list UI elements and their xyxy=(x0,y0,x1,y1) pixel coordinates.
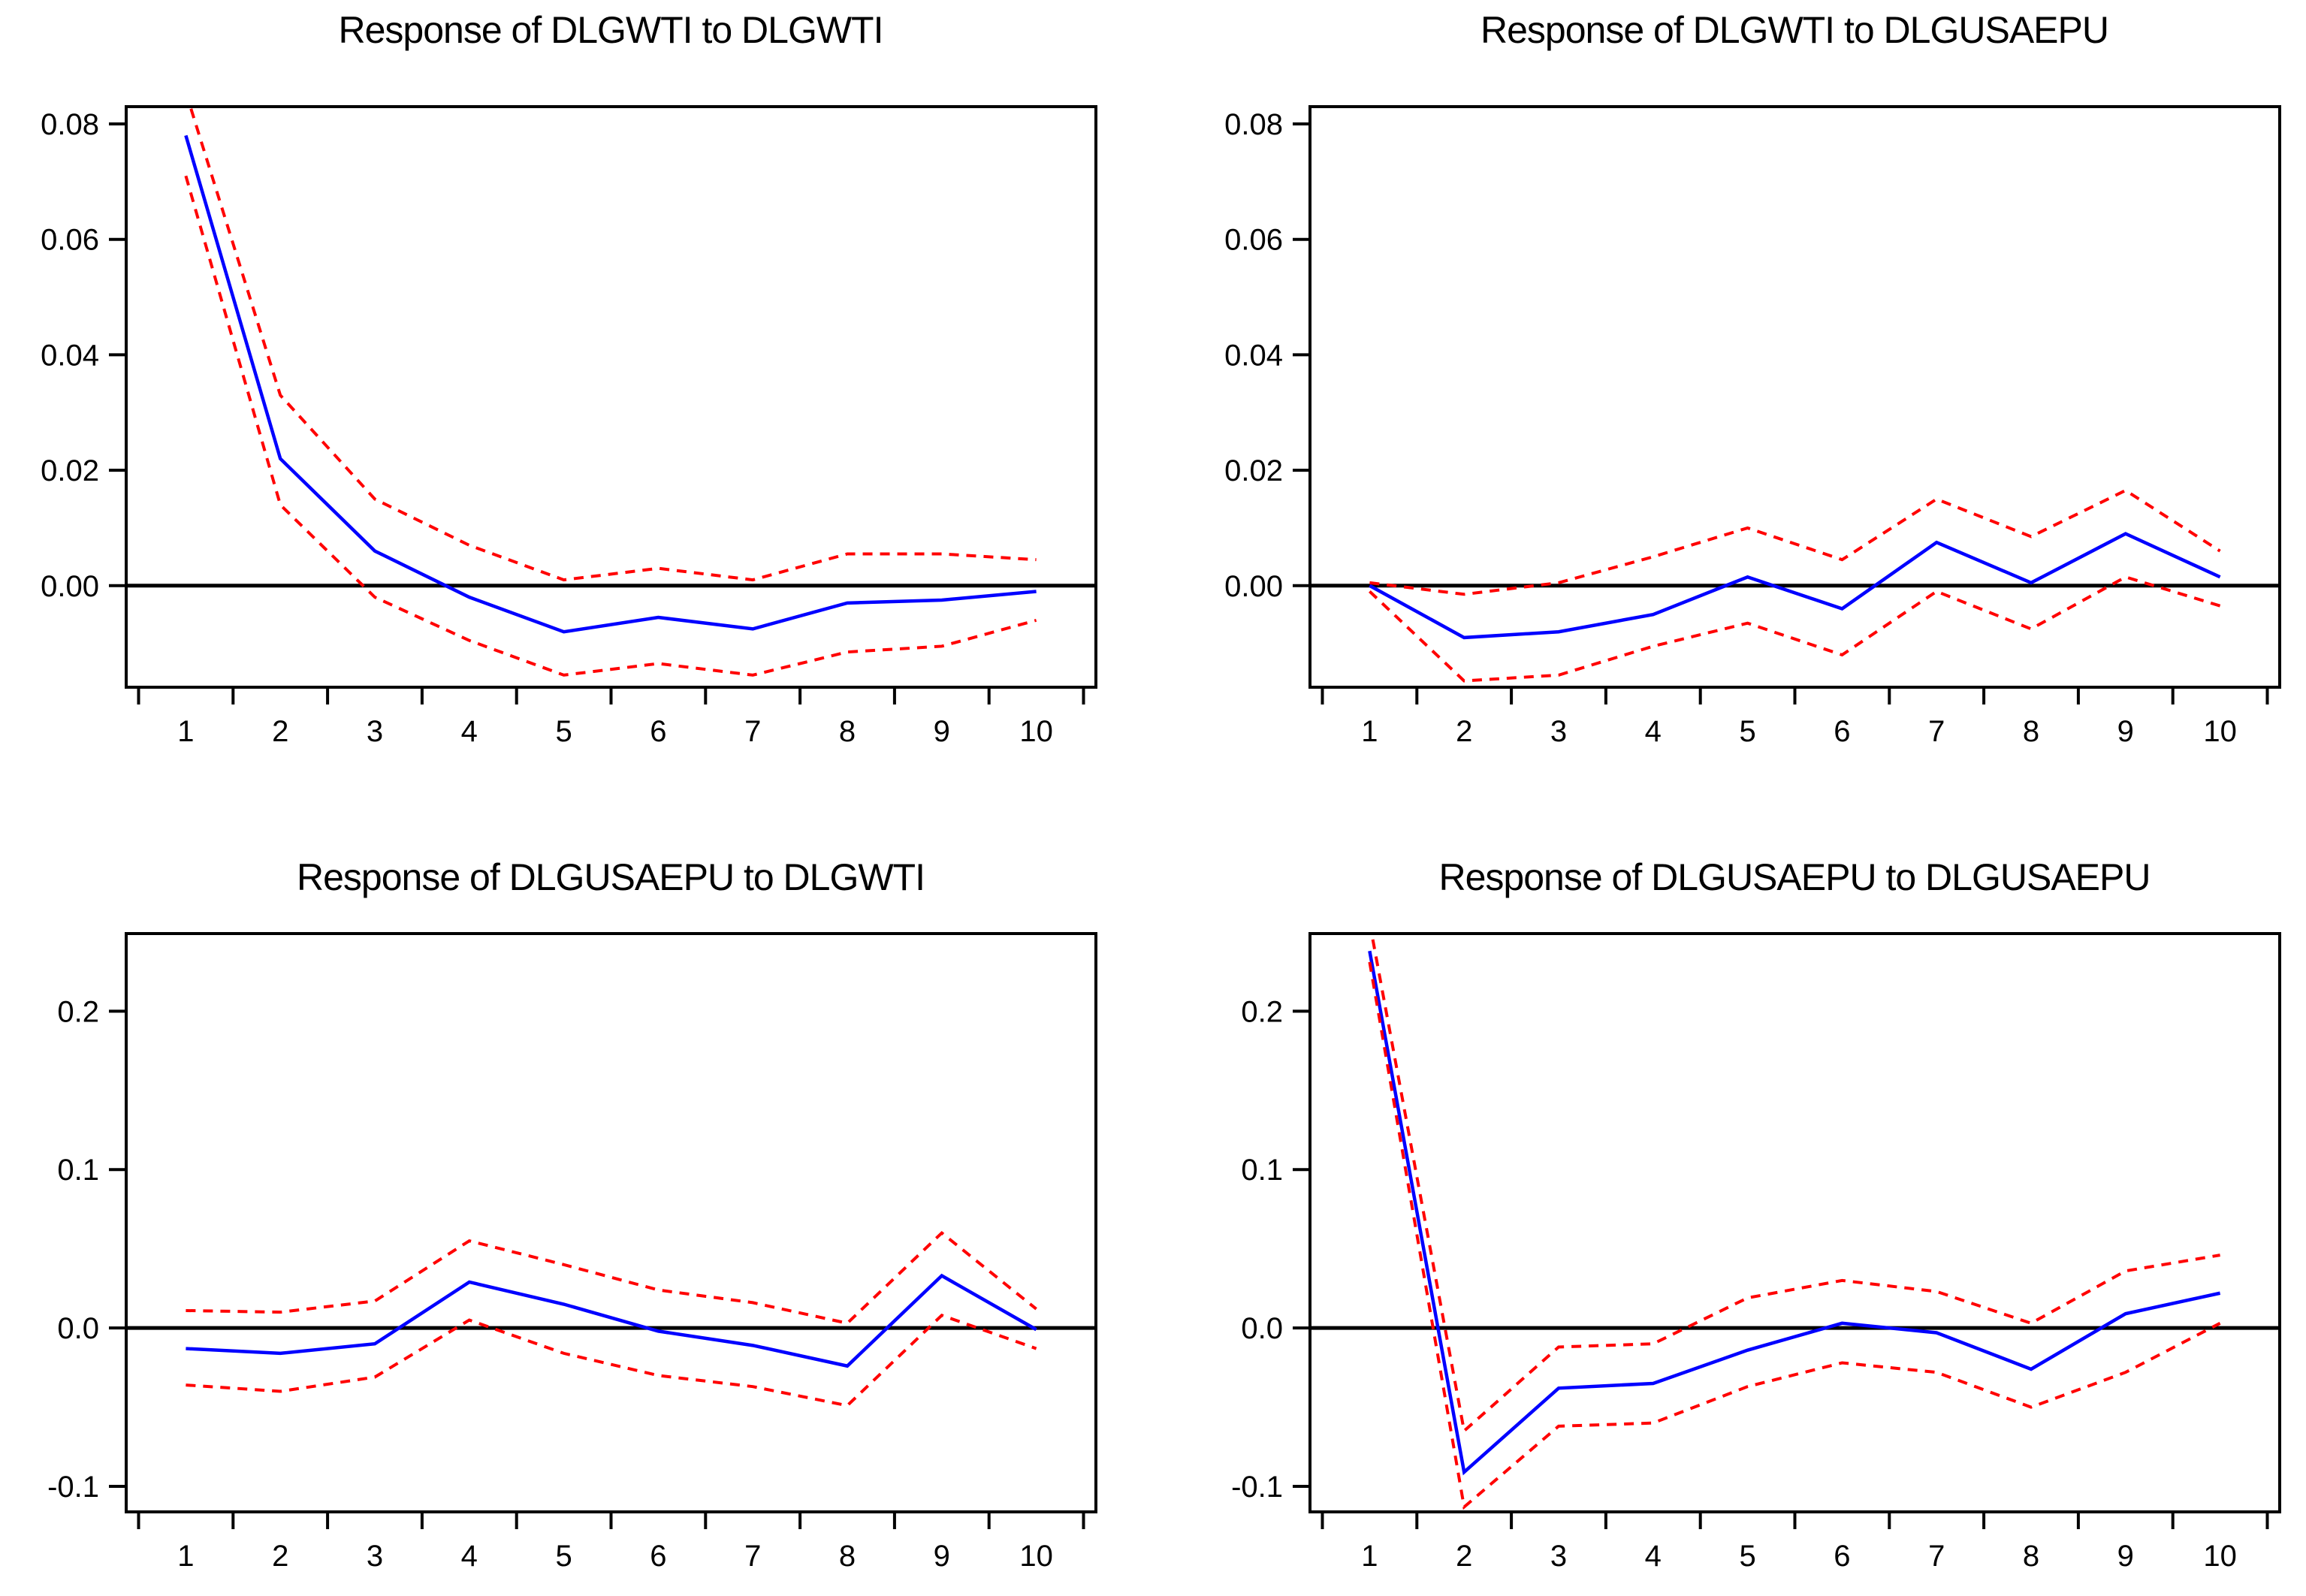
plot-border xyxy=(1308,105,2281,689)
x-tick-label: 3 xyxy=(1550,1540,1567,1573)
panel-title-response-dlgwti-to-dlgwti: Response of DLGWTI to DLGWTI xyxy=(338,9,884,51)
y-tick-label: 0.00 xyxy=(1224,570,1283,603)
x-tick-label: 4 xyxy=(461,1540,478,1573)
lower-band-line xyxy=(186,1313,1037,1407)
y-tick-label: -0.1 xyxy=(47,1471,99,1504)
response-line xyxy=(184,134,1037,634)
x-tick-label: 6 xyxy=(1834,715,1850,748)
y-tick-label: 0.02 xyxy=(1224,454,1283,487)
x-tick-label: 7 xyxy=(744,715,761,748)
x-tick-label: 10 xyxy=(2203,1540,2237,1573)
response-line xyxy=(1369,532,2221,640)
panel-title-response-dlgwti-to-dlgusaepu: Response of DLGWTI to DLGUSAEPU xyxy=(1480,9,2109,51)
x-tick-label: 6 xyxy=(650,1540,666,1573)
x-tick-label: 1 xyxy=(177,1540,194,1573)
y-tick-label: 0.04 xyxy=(41,339,99,372)
y-tick-label: 0.06 xyxy=(41,224,99,257)
x-tick-label: 8 xyxy=(839,715,856,748)
x-tick-label: 2 xyxy=(1456,1540,1472,1573)
x-tick-label: 8 xyxy=(2023,1540,2039,1573)
y-tick-label: 0.08 xyxy=(41,108,99,141)
x-tick-label: 9 xyxy=(934,715,950,748)
x-tick-label: 3 xyxy=(367,715,383,748)
upper-band-line xyxy=(189,107,1037,582)
response-line xyxy=(186,1273,1037,1368)
upper-band-line xyxy=(1370,934,2220,1435)
y-tick-label: 0.2 xyxy=(1241,995,1283,1028)
x-tick-label: 6 xyxy=(1834,1540,1850,1573)
x-tick-label: 2 xyxy=(1456,715,1472,748)
x-tick-label: 3 xyxy=(1550,715,1567,748)
panel-title-response-dlgusaepu-to-dlgwti: Response of DLGUSAEPU to DLGWTI xyxy=(297,856,925,898)
x-tick-label: 4 xyxy=(1645,1540,1662,1573)
panel-title-response-dlgusaepu-to-dlgusaepu: Response of DLGUSAEPU to DLGUSAEPU xyxy=(1438,856,2151,898)
x-tick-label: 9 xyxy=(934,1540,950,1573)
x-tick-label: 6 xyxy=(650,715,666,748)
x-tick-label: 4 xyxy=(1645,715,1662,748)
y-tick-label: 0.08 xyxy=(1224,108,1283,141)
x-tick-label: 2 xyxy=(272,1540,288,1573)
x-tick-label: 7 xyxy=(744,1540,761,1573)
upper-band-line xyxy=(1369,488,2221,596)
y-tick-label: 0.1 xyxy=(1241,1154,1283,1187)
x-tick-label: 10 xyxy=(1019,1540,1053,1573)
x-tick-label: 5 xyxy=(555,1540,572,1573)
x-tick-label: 5 xyxy=(555,715,572,748)
x-tick-label: 1 xyxy=(1361,1540,1378,1573)
response-line xyxy=(1368,950,2221,1476)
lower-band-line xyxy=(1368,961,2221,1510)
plot-border xyxy=(125,932,1097,1513)
y-tick-label: 0.1 xyxy=(57,1154,99,1187)
x-tick-label: 5 xyxy=(1739,1540,1755,1573)
y-tick-label: 0.04 xyxy=(1224,339,1283,372)
x-tick-label: 4 xyxy=(461,715,478,748)
y-tick-label: 0.0 xyxy=(57,1312,99,1345)
lower-band-line xyxy=(184,175,1037,677)
y-tick-label: -0.1 xyxy=(1231,1471,1283,1504)
x-tick-label: 9 xyxy=(2117,1540,2134,1573)
x-tick-label: 10 xyxy=(2203,715,2237,748)
x-tick-label: 8 xyxy=(2023,715,2039,748)
y-tick-label: 0.06 xyxy=(1224,224,1283,257)
x-tick-label: 1 xyxy=(1361,715,1378,748)
upper-band-line xyxy=(186,1230,1037,1325)
x-tick-label: 7 xyxy=(1928,1540,1945,1573)
y-tick-label: 0.0 xyxy=(1241,1312,1283,1345)
x-tick-label: 2 xyxy=(272,715,288,748)
x-tick-label: 1 xyxy=(177,715,194,748)
lower-band-line xyxy=(1369,575,2221,683)
x-tick-label: 5 xyxy=(1739,715,1755,748)
x-tick-label: 10 xyxy=(1019,715,1053,748)
x-tick-label: 9 xyxy=(2117,715,2134,748)
y-tick-label: 0.02 xyxy=(41,454,99,487)
y-tick-label: 0.00 xyxy=(41,570,99,603)
y-tick-label: 0.2 xyxy=(57,995,99,1028)
x-tick-label: 7 xyxy=(1928,715,1945,748)
x-tick-label: 8 xyxy=(839,1540,856,1573)
x-tick-label: 3 xyxy=(367,1540,383,1573)
